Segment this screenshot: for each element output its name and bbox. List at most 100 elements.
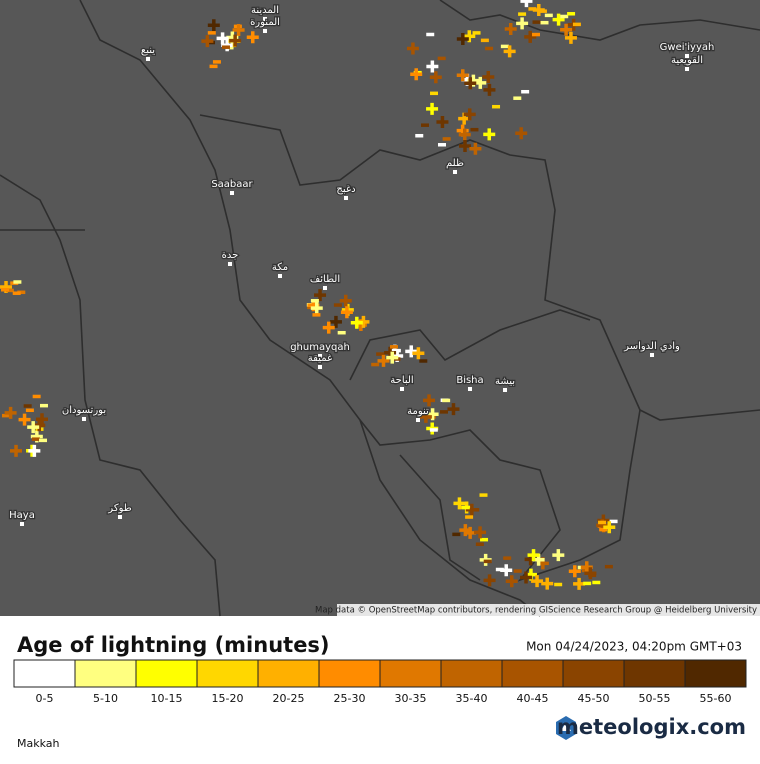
strike xyxy=(412,347,425,360)
strike xyxy=(18,413,31,426)
strike xyxy=(482,70,495,83)
legend-label: 0-5 xyxy=(36,692,54,705)
strike xyxy=(426,60,439,73)
strike xyxy=(483,83,496,96)
strike xyxy=(207,19,220,32)
legend-label: 25-30 xyxy=(334,692,366,705)
place-label: المنورة xyxy=(250,17,280,28)
place-label: جدة xyxy=(222,250,239,261)
strike xyxy=(459,524,472,537)
place-dot xyxy=(318,365,322,369)
place-label: بيشة xyxy=(495,376,515,387)
strike xyxy=(474,76,487,89)
place-label: ghumayqah xyxy=(290,342,350,353)
legend-swatch xyxy=(13,659,76,688)
place-label: ظلم xyxy=(446,158,464,169)
strike xyxy=(552,13,565,26)
legend-label: 15-20 xyxy=(212,692,244,705)
strike xyxy=(201,35,214,48)
strike xyxy=(515,127,528,140)
place-dot xyxy=(82,417,86,421)
legend-swatch xyxy=(196,659,259,688)
strike xyxy=(503,45,516,58)
strike xyxy=(465,503,478,516)
strike xyxy=(429,71,442,84)
strike xyxy=(221,39,234,52)
strike xyxy=(232,23,245,36)
region: Makkah xyxy=(17,737,60,750)
strike xyxy=(246,31,259,44)
legend-label: 5-10 xyxy=(93,692,118,705)
place-label: تنومة xyxy=(407,406,429,417)
strike xyxy=(405,345,418,358)
strike xyxy=(419,410,432,423)
strike xyxy=(350,316,363,329)
strike xyxy=(453,497,466,510)
strike xyxy=(564,31,577,44)
place-dot xyxy=(400,387,404,391)
strike xyxy=(314,289,327,302)
legend-label: 20-25 xyxy=(273,692,305,705)
place-label: الباحة xyxy=(390,375,413,386)
place-dot xyxy=(20,522,24,526)
place-label: Gwei'iyyah xyxy=(660,42,715,53)
strike xyxy=(524,30,537,43)
legend-swatch xyxy=(562,659,625,688)
map-background xyxy=(0,0,760,616)
strike xyxy=(4,406,17,419)
strike xyxy=(520,571,533,584)
strike xyxy=(27,421,40,434)
place-label: مكة xyxy=(272,262,288,273)
strike xyxy=(33,419,46,432)
strike xyxy=(527,549,540,562)
strike xyxy=(229,34,242,47)
lightning-strikes xyxy=(0,0,618,590)
strike xyxy=(483,574,496,587)
place-label: المدينة xyxy=(251,5,279,16)
strike xyxy=(520,0,533,8)
place-dot xyxy=(453,170,457,174)
place-dot xyxy=(263,29,267,33)
place-dot xyxy=(278,274,282,278)
attribution: Map data © OpenStreetMap contributors, r… xyxy=(315,606,757,616)
place-dot xyxy=(650,353,654,357)
strike xyxy=(426,408,439,421)
legend-swatch xyxy=(74,659,137,688)
strike xyxy=(10,444,23,457)
legend-label: 30-35 xyxy=(395,692,427,705)
brand: meteologix.com xyxy=(557,715,746,739)
place-label: وادي الدواسر xyxy=(623,341,680,352)
timestamp: Mon 04/24/2023, 04:20pm GMT+03 xyxy=(526,640,742,654)
place-dot xyxy=(685,54,689,58)
strike xyxy=(458,128,471,141)
legend-swatch xyxy=(684,659,747,688)
strike xyxy=(340,306,353,319)
place-label: القويعية xyxy=(671,55,703,66)
legend-label: 40-45 xyxy=(517,692,549,705)
strike xyxy=(505,575,518,588)
place-dot xyxy=(416,418,420,422)
strike xyxy=(552,549,565,562)
place-dot xyxy=(230,191,234,195)
legend-label: 50-55 xyxy=(639,692,671,705)
legend-swatch xyxy=(257,659,320,688)
strike xyxy=(469,142,482,155)
strike xyxy=(560,23,573,36)
strike xyxy=(447,403,460,416)
strike xyxy=(464,77,477,90)
legend: 0-5 5-10 10-15 15-20 20-25 25-30 30-35 35-40 40-… xyxy=(13,659,747,705)
place-label: دغبج xyxy=(336,184,355,195)
strike xyxy=(406,42,419,55)
legend-swatch xyxy=(379,659,442,688)
strike xyxy=(603,521,616,534)
strike xyxy=(35,413,48,426)
place-label: Bisha xyxy=(456,375,483,386)
strike xyxy=(386,351,399,364)
strike xyxy=(377,354,390,367)
place-label: Haya xyxy=(9,510,35,521)
legend-title: Age of lightning (minutes) xyxy=(17,633,330,657)
strike xyxy=(456,69,469,82)
strike xyxy=(310,302,323,315)
